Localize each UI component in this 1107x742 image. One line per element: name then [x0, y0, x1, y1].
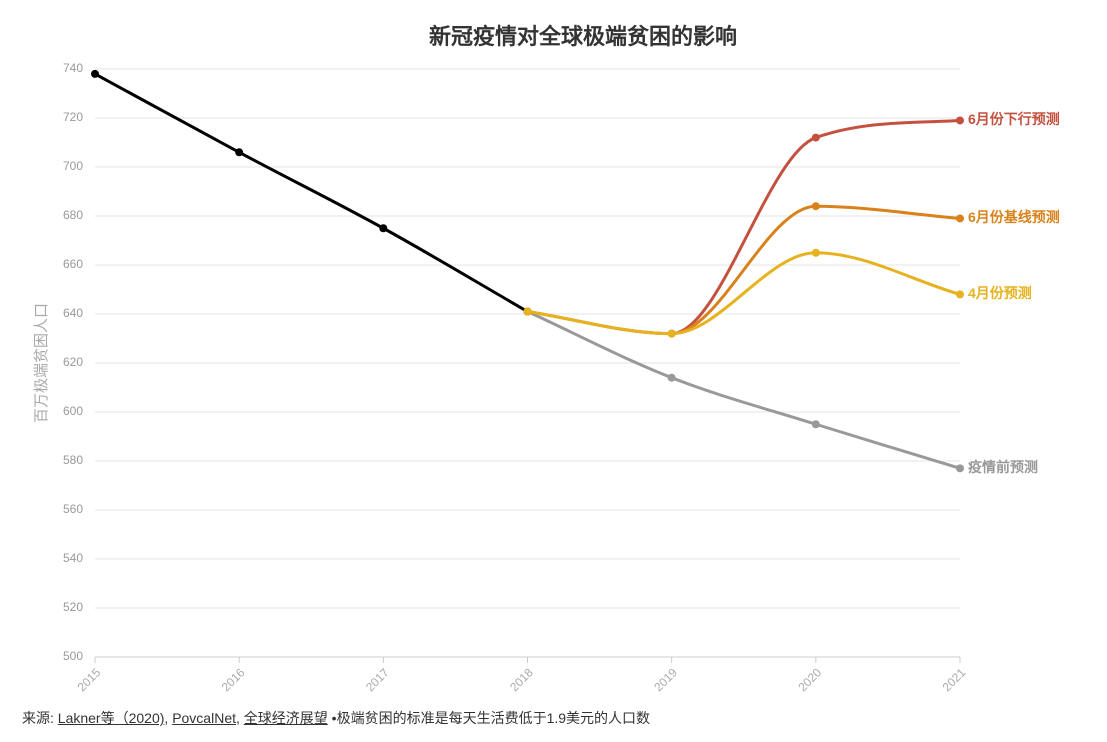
series-line: [527, 251, 961, 336]
source-note: 极端贫困的标准是每天生活费低于1.9美元的人口数: [336, 710, 651, 726]
data-point: [956, 290, 964, 299]
data-point: [667, 329, 676, 338]
x-tick-label: 2015: [75, 665, 104, 694]
x-tick-label: 2017: [363, 665, 392, 694]
data-point: [667, 373, 676, 382]
y-tick-label: 660: [63, 257, 83, 271]
data-point: [523, 307, 532, 316]
x-tick-label: 2020: [795, 665, 824, 694]
x-tick-label: 2019: [651, 665, 680, 694]
y-tick-label: 500: [63, 649, 83, 663]
y-tick-label: 560: [63, 502, 83, 516]
data-point: [235, 148, 244, 157]
y-tick-label: 620: [63, 355, 83, 369]
series-line: [527, 118, 961, 336]
data-point: [956, 116, 964, 125]
y-tick-label: 580: [63, 453, 83, 467]
data-point: [379, 224, 388, 233]
series-line: [526, 310, 961, 470]
data-point: [811, 248, 820, 257]
y-tick-label: 540: [63, 551, 83, 565]
source-link[interactable]: PovcalNet: [172, 710, 236, 726]
data-point: [811, 133, 820, 142]
data-point: [811, 420, 820, 429]
series-line: [94, 72, 529, 313]
series-label: 6月份下行预测: [968, 111, 1060, 127]
series-label: 4月份预测: [968, 285, 1032, 301]
y-tick-label: 720: [63, 110, 83, 124]
y-tick-label: 700: [63, 159, 83, 173]
source-label: 来源:: [22, 710, 54, 726]
y-tick-label: 680: [63, 208, 83, 222]
data-point: [811, 202, 820, 211]
source-link[interactable]: Lakner等（2020): [57, 710, 165, 726]
data-point: [956, 464, 964, 473]
x-tick-label: 2021: [940, 665, 969, 694]
y-tick-label: 520: [63, 600, 83, 614]
bullet: •: [331, 710, 337, 726]
footer: 来源: Lakner等（2020), PovcalNet, 全球经济展望 •极端…: [22, 708, 650, 728]
x-tick-label: 2018: [507, 665, 536, 694]
x-tick-label: 2016: [219, 665, 248, 694]
source-link[interactable]: 全球经济展望: [243, 710, 328, 726]
y-axis-label: 百万极端贫困人口: [33, 303, 50, 423]
series-label: 6月份基线预测: [968, 209, 1060, 225]
chart: 新冠疫情对全球极端贫困的影响 百万极端贫困人口 500 520 540 560 580 6…: [33, 24, 1060, 694]
chart-title: 新冠疫情对全球极端贫困的影响: [429, 24, 737, 50]
data-point: [91, 69, 99, 78]
series-label: 疫情前预测: [968, 459, 1038, 475]
y-tick-label: 740: [63, 61, 83, 75]
y-tick-label: 640: [63, 306, 83, 320]
y-tick-label: 600: [63, 404, 83, 418]
separator: ,: [164, 710, 169, 726]
data-point: [956, 214, 964, 223]
separator: ,: [236, 710, 240, 726]
